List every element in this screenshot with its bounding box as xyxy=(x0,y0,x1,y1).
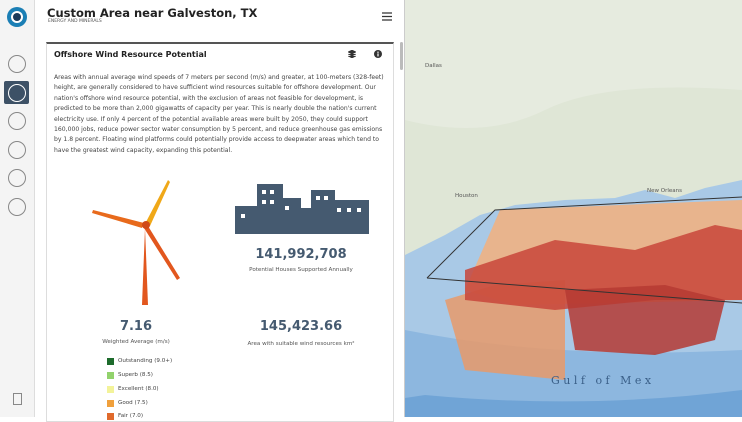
legend-label: Superb (8.5) xyxy=(118,372,153,378)
nav-icon[interactable] xyxy=(8,198,26,216)
scrollbar[interactable] xyxy=(400,42,403,70)
logo[interactable] xyxy=(6,6,28,28)
page-title: Custom Area near Galveston, TX xyxy=(47,6,258,20)
card-title: Offshore Wind Resource Potential xyxy=(54,50,207,59)
legend-swatch xyxy=(107,372,114,379)
nav-icon[interactable] xyxy=(8,141,26,159)
info-button[interactable] xyxy=(374,50,382,58)
legend-swatch xyxy=(107,400,114,407)
page-subtitle: ENERGY AND MINERALS xyxy=(48,19,102,24)
stat-value: 141,992,708 xyxy=(255,247,347,262)
nav-icon[interactable] xyxy=(8,169,26,187)
stat-label: Weighted Average (m/s) xyxy=(102,339,170,345)
legend-label: Fair (7.0) xyxy=(118,413,144,419)
map[interactable]: Dallas Houston New Orleans G u l f o f M… xyxy=(405,0,742,417)
buildings-icon xyxy=(235,184,369,234)
turbine-icon xyxy=(92,180,180,305)
layers-button[interactable] xyxy=(348,50,356,58)
legend-label: Outstanding (9.0+) xyxy=(118,358,173,364)
stat-value: 145,423.66 xyxy=(259,319,343,334)
doc-icon[interactable] xyxy=(13,393,22,405)
stat-label: Area with suitable wind resources km² xyxy=(247,341,355,347)
menu-button[interactable] xyxy=(382,12,392,21)
nav-icon[interactable] xyxy=(8,112,26,130)
sidebar xyxy=(0,0,35,417)
description: Areas with annual average wind speeds of… xyxy=(54,74,384,154)
stat-label: Potential Houses Supported Annually xyxy=(249,267,353,273)
legend-swatch xyxy=(107,386,114,393)
map-label: Dallas xyxy=(425,63,442,69)
map-label: New Orleans xyxy=(647,188,682,194)
stat-value: 7.16 xyxy=(119,319,153,334)
legend-label: Excellent (8.0) xyxy=(118,386,159,392)
nav-icon-active[interactable] xyxy=(4,81,29,104)
legend-label: Good (7.5) xyxy=(118,400,148,406)
map-label: Houston xyxy=(455,193,478,199)
legend-swatch xyxy=(107,358,114,365)
nav-icon[interactable] xyxy=(8,55,26,73)
map-label: G u l f o f M e x xyxy=(551,374,652,387)
